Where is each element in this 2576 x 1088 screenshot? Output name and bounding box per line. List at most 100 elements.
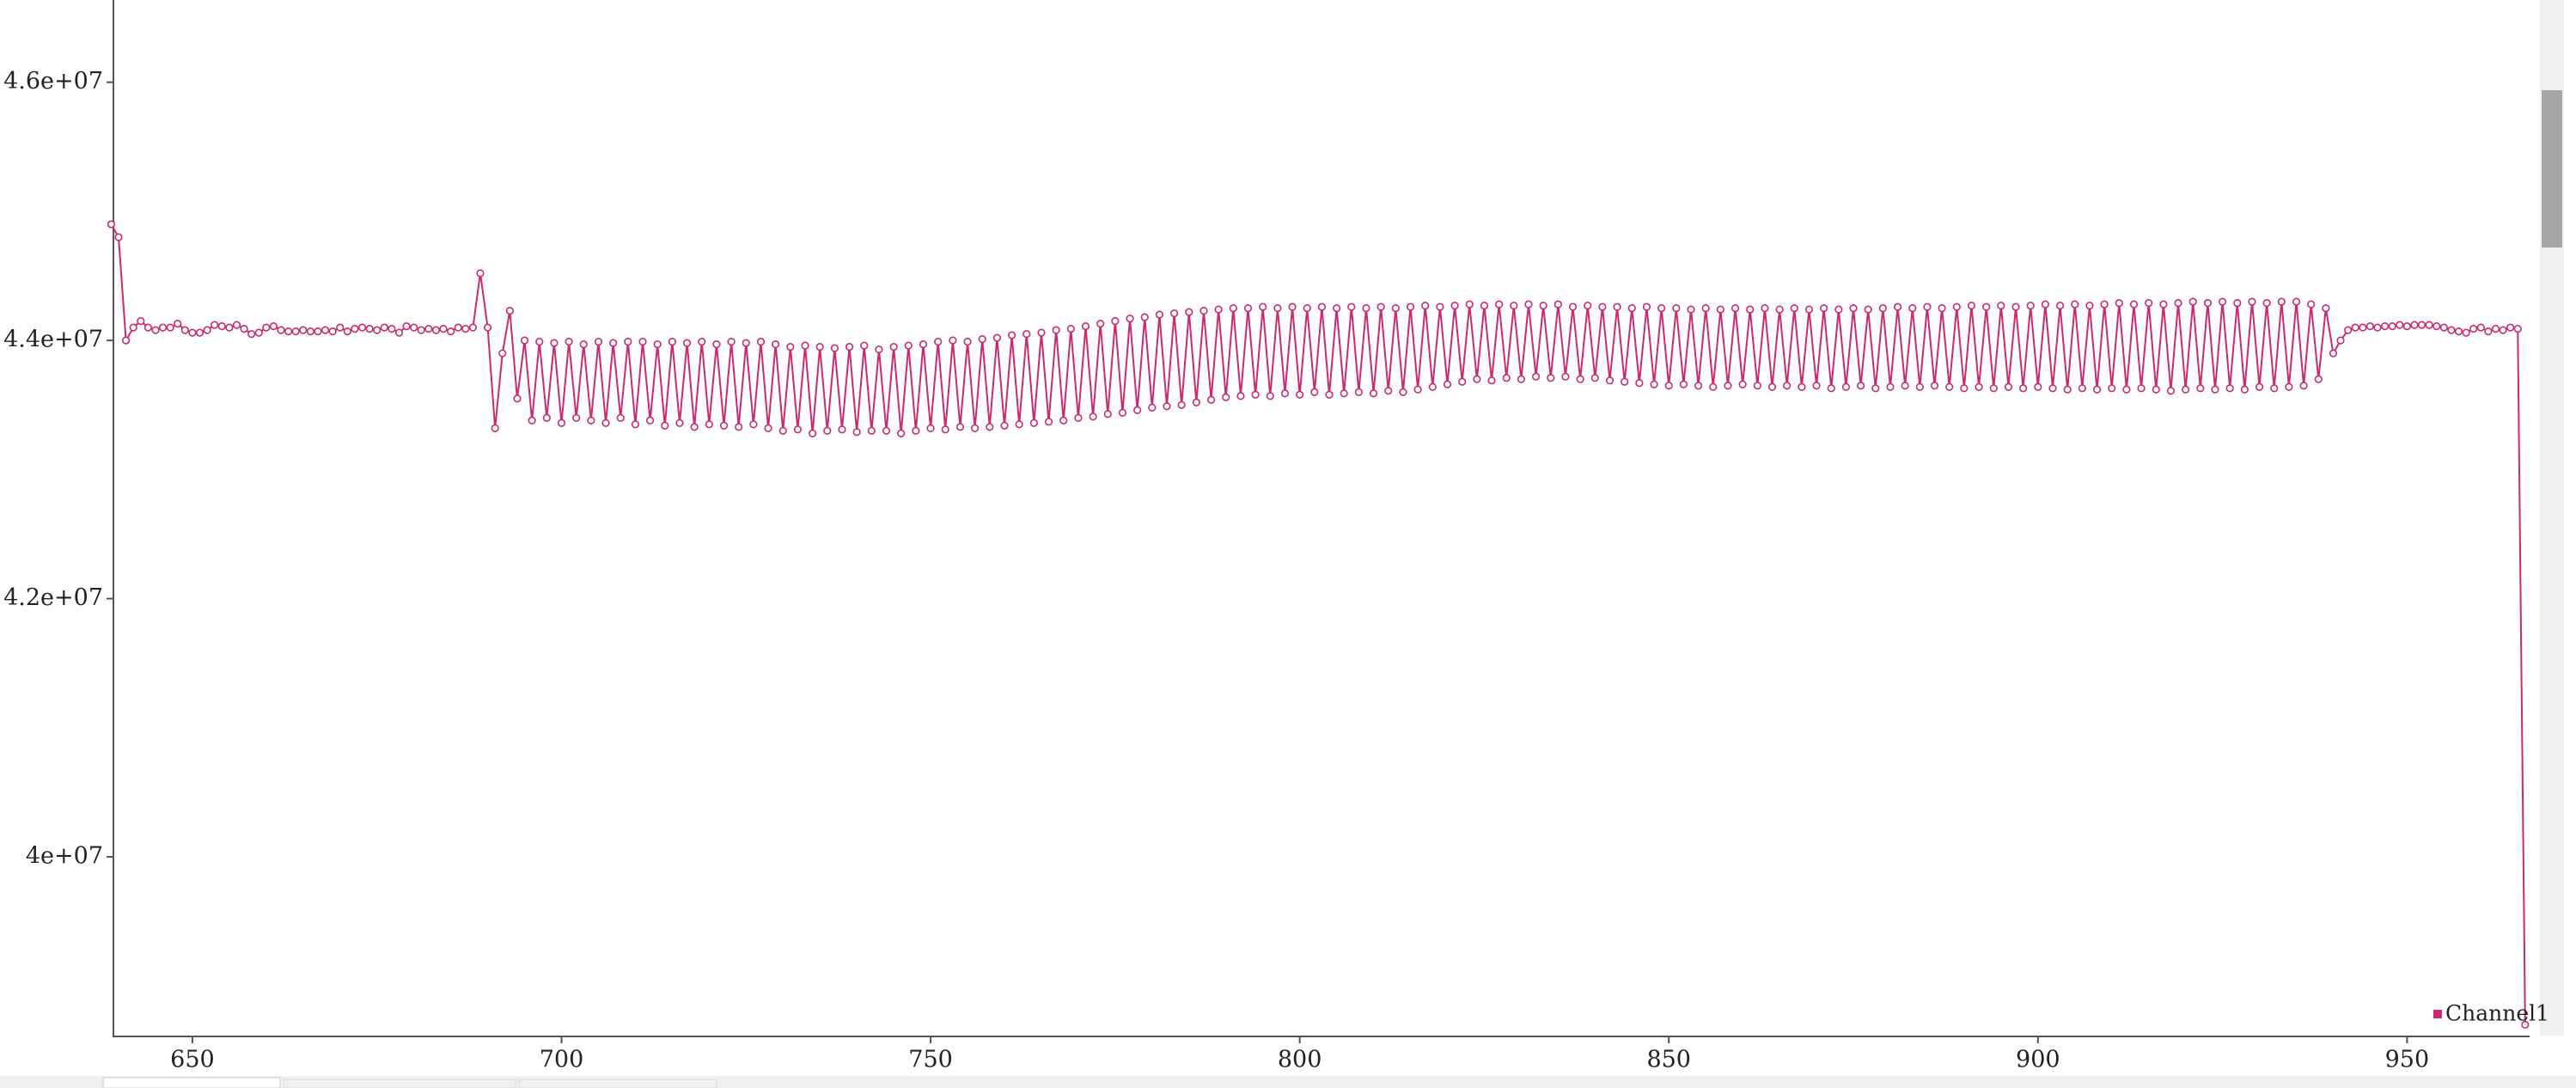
data-point: [1347, 303, 1356, 311]
data-point: [1111, 317, 1120, 326]
data-point: [2019, 384, 2028, 393]
data-point: [1738, 380, 1747, 388]
data-point: [2188, 297, 2197, 306]
data-point: [2085, 301, 2094, 310]
legend-swatch: [2433, 1010, 2442, 1018]
data-point: [1473, 375, 1481, 383]
data-point: [351, 325, 359, 333]
data-point: [2322, 303, 2330, 313]
data-point: [823, 426, 832, 435]
data-point: [2484, 327, 2493, 336]
data-point: [2285, 382, 2293, 391]
data-point: [2092, 385, 2102, 394]
data-point: [1871, 384, 1880, 393]
data-point: [1465, 300, 1474, 309]
data-point: [174, 320, 182, 328]
data-point: [1192, 398, 1200, 406]
data-point: [122, 336, 131, 345]
data-point: [1510, 301, 1518, 310]
data-point: [1753, 382, 1761, 390]
data-point: [431, 326, 441, 334]
data-point: [1333, 303, 1341, 313]
data-point: [388, 325, 396, 333]
y-tick-label: 4e+07: [26, 843, 103, 870]
data-point: [1007, 331, 1016, 339]
data-point: [926, 424, 935, 432]
data-point: [1126, 315, 1134, 323]
data-point: [949, 336, 957, 345]
tab[interactable]: [102, 1077, 281, 1088]
data-point: [875, 345, 883, 354]
data-point: [2137, 384, 2146, 393]
data-point: [2145, 298, 2153, 308]
y-tick-label: 4.6e+07: [3, 68, 103, 95]
data-point: [992, 333, 1002, 342]
data-point: [1930, 382, 1939, 390]
data-point: [735, 423, 743, 431]
tab[interactable]: [518, 1079, 717, 1088]
data-point: [1369, 389, 1378, 398]
data-point: [1657, 303, 1666, 313]
data-point: [2447, 326, 2456, 334]
data-point: [2336, 336, 2345, 345]
data-point: [1827, 384, 1835, 393]
data-point: [1864, 305, 1872, 314]
data-point: [1598, 303, 1607, 311]
data-point: [1790, 303, 1798, 313]
data-point: [343, 327, 351, 336]
data-point: [2381, 322, 2390, 331]
data-point: [1982, 303, 1991, 311]
data-point: [232, 321, 241, 329]
data-point: [845, 343, 854, 351]
data-point: [638, 338, 647, 346]
data-point: [2063, 385, 2072, 394]
data-point: [476, 269, 485, 278]
data-point: [815, 343, 824, 351]
data-point: [262, 323, 271, 332]
data-point: [1635, 379, 1644, 388]
data-point: [1037, 328, 1046, 337]
data-point: [764, 424, 772, 432]
data-point: [587, 416, 595, 425]
data-point: [2166, 387, 2176, 395]
data-point: [1531, 372, 1541, 381]
data-point: [609, 339, 618, 347]
data-point: [1997, 301, 2005, 310]
data-point: [1052, 326, 1060, 334]
data-point: [1621, 377, 1629, 386]
data-point: [565, 338, 573, 346]
data-point: [1627, 303, 1636, 313]
data-point: [1775, 305, 1784, 314]
data-point: [1251, 390, 1260, 399]
series-line: [110, 223, 2526, 1025]
data-point: [1687, 305, 1695, 314]
data-point: [535, 338, 544, 346]
data-point: [653, 340, 662, 349]
data-point: [2071, 300, 2079, 309]
data-point: [1081, 322, 1090, 331]
data-point: [1746, 305, 1755, 314]
data-point: [483, 323, 492, 332]
scrollbar-thumb[interactable]: [2542, 90, 2562, 248]
data-point: [2108, 384, 2116, 393]
data-point: [211, 321, 219, 329]
data-point: [682, 339, 692, 347]
data-point: [1340, 389, 1348, 398]
data-point: [306, 327, 314, 336]
data-point: [129, 323, 137, 332]
data-point: [793, 425, 803, 434]
data-point: [1133, 406, 1142, 414]
data-point: [143, 323, 152, 332]
data-point: [852, 428, 861, 437]
data-point: [971, 424, 980, 432]
x-tick-label: 850: [1646, 1047, 1691, 1073]
tab[interactable]: [283, 1079, 516, 1088]
data-point: [1029, 419, 1038, 427]
data-point: [454, 323, 462, 332]
data-point: [601, 419, 610, 427]
data-point: [195, 328, 204, 337]
data-point: [2174, 298, 2182, 308]
data-point: [365, 325, 374, 333]
data-point: [1399, 388, 1407, 396]
data-point: [2255, 382, 2264, 391]
